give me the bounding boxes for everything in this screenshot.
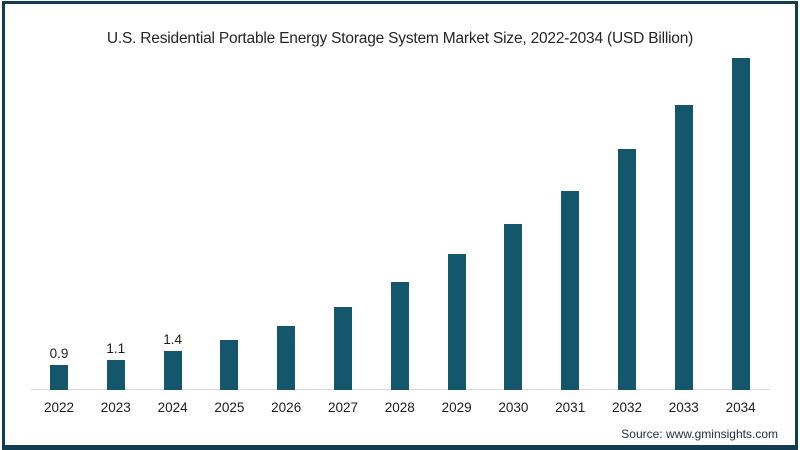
x-tick-label-2034: 2034 (725, 400, 756, 415)
bar-2031 (561, 191, 580, 390)
bar-value-label-2023: 1.1 (106, 341, 126, 356)
x-tick-label-2022: 2022 (43, 400, 75, 415)
bar-2023 (106, 360, 125, 390)
x-tick-label-2032: 2032 (611, 400, 643, 415)
bar-value-label-2022: 0.9 (49, 346, 69, 361)
bar-2029 (447, 254, 466, 390)
chart-title: U.S. Residential Portable Energy Storage… (106, 30, 694, 47)
x-tick-label-2025: 2025 (214, 400, 245, 415)
bar-2026 (277, 326, 296, 390)
source-credit: Source: www.gminsights.com (621, 427, 778, 441)
x-tick-label-2031: 2031 (555, 400, 586, 415)
bar-2030 (504, 224, 523, 390)
bar-2024 (163, 351, 182, 390)
bar-2025 (220, 340, 239, 390)
bar-value-label-2024: 1.4 (163, 332, 182, 347)
x-tick-label-2024: 2024 (157, 400, 188, 415)
bar-2022 (50, 365, 68, 390)
x-tick-label-2030: 2030 (498, 400, 529, 415)
bar-2032 (618, 149, 636, 390)
bar-2028 (390, 282, 409, 390)
x-tick-label-2028: 2028 (384, 400, 415, 415)
bar-2027 (334, 307, 352, 390)
bar-2034 (731, 58, 750, 390)
x-tick-label-2029: 2029 (441, 400, 472, 415)
x-tick-label-2026: 2026 (271, 400, 302, 415)
x-tick-label-2023: 2023 (100, 400, 131, 415)
bar-2033 (674, 105, 693, 390)
x-tick-label-2027: 2027 (327, 400, 359, 415)
x-tick-label-2033: 2033 (668, 400, 699, 415)
